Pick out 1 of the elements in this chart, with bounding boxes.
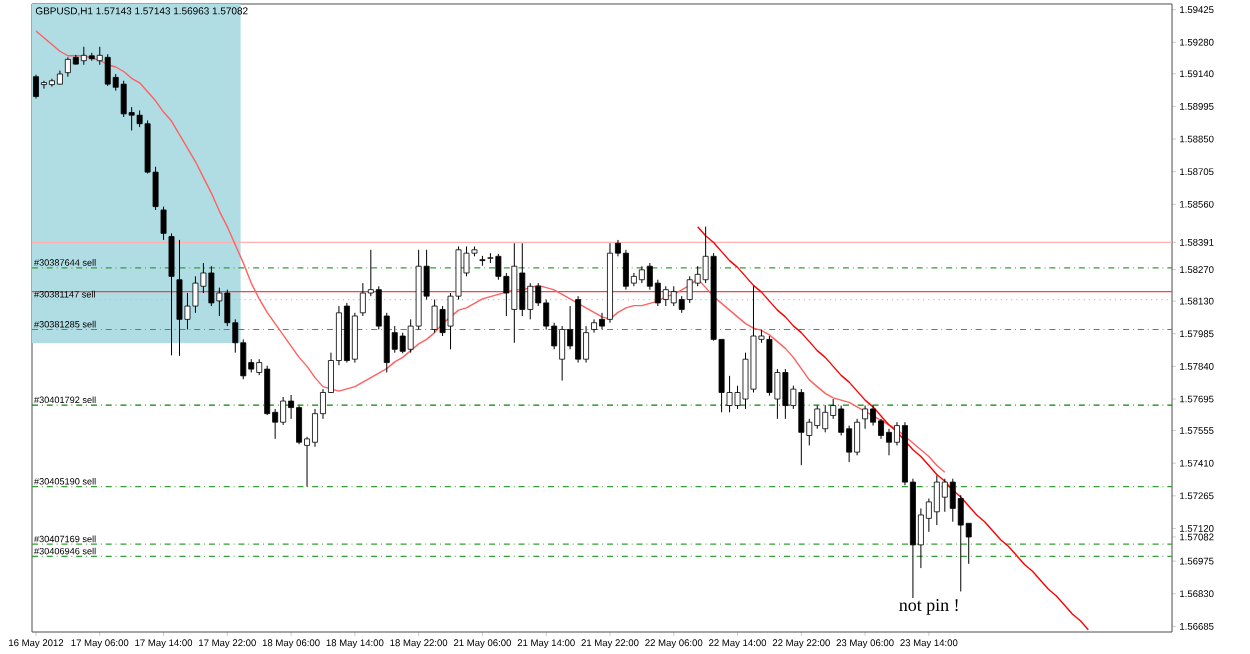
annotation: not pin ! bbox=[899, 599, 958, 615]
